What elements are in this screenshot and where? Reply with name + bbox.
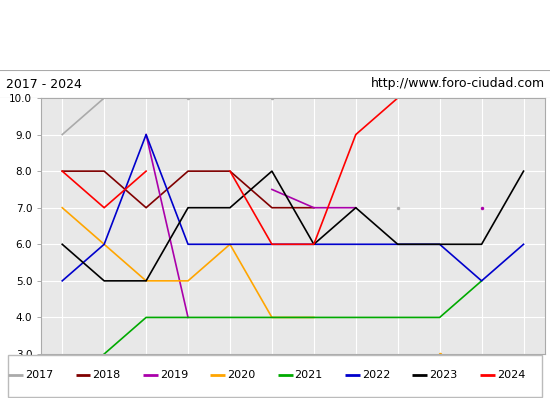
Text: 2021: 2021 bbox=[295, 370, 323, 380]
Text: 2017 - 2024: 2017 - 2024 bbox=[6, 78, 81, 90]
Text: 2024: 2024 bbox=[497, 370, 525, 380]
FancyBboxPatch shape bbox=[8, 355, 542, 397]
Text: http://www.foro-ciudad.com: http://www.foro-ciudad.com bbox=[370, 78, 544, 90]
Text: Evolucion del paro registrado en Ocón: Evolucion del paro registrado en Ocón bbox=[102, 26, 448, 44]
Text: 2018: 2018 bbox=[92, 370, 120, 380]
Text: 2017: 2017 bbox=[25, 370, 53, 380]
Text: 2022: 2022 bbox=[362, 370, 390, 380]
Text: 2023: 2023 bbox=[430, 370, 458, 380]
Text: 2020: 2020 bbox=[227, 370, 255, 380]
Text: 2019: 2019 bbox=[160, 370, 188, 380]
